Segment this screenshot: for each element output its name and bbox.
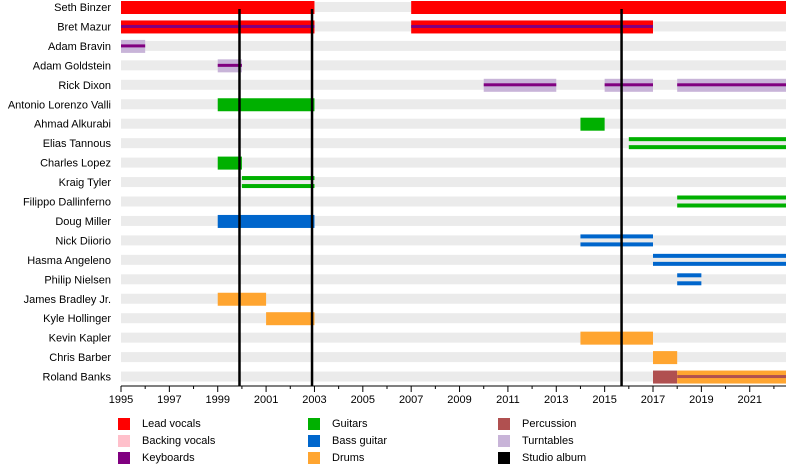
member-bar [677,273,702,278]
member-label: Kyle Hollinger [43,313,111,325]
row-stripe [121,274,786,285]
x-tick-label: 2013 [544,394,568,406]
member-label: Filippo Dallinferno [23,197,111,209]
member-label: Elias Tannous [43,138,112,150]
member-bar-secondary [483,83,557,87]
member-bar-secondary [121,24,315,28]
member-bar [580,234,653,239]
row-stripe [121,352,786,363]
member-bar [266,312,315,326]
row-stripe [121,196,786,207]
member-label: Adam Bravin [48,41,111,53]
x-tick-label: 2001 [254,394,278,406]
row-stripe [121,60,786,71]
member-bar [121,1,315,14]
member-bar-secondary [604,83,653,87]
member-bar-secondary [677,375,786,379]
member-bar [653,370,678,384]
member-bar [653,351,678,365]
member-bar [217,292,267,306]
x-tick-label: 1997 [157,394,181,406]
x-tick-label: 2019 [689,394,713,406]
row-stripe [121,254,786,265]
x-tick-label: 2007 [399,394,423,406]
member-label: Charles Lopez [40,158,111,170]
row-stripe [121,157,786,168]
member-label: Seth Binzer [54,2,111,14]
row-stripe [121,40,786,51]
member-bar-secondary [411,24,653,28]
member-label: Chris Barber [49,352,111,364]
member-bar-stripe [241,184,315,189]
x-tick-label: 1995 [109,394,133,406]
member-label: Kraig Tyler [59,177,112,189]
member-labels: Seth Binzer Bret Mazur Adam Bravin Adam Gol… [8,2,112,384]
studio-album-lines [238,9,623,386]
member-label: Philip Nielsen [44,274,111,286]
member-label: Roland Banks [43,372,112,384]
member-bar [411,1,786,14]
member-bar [580,117,605,131]
member-bar [217,156,242,170]
row-stripe [121,99,786,110]
x-tick-label: 1999 [205,394,229,406]
x-axis: 1995 1997 1999 2001 2003 2005 2007 2009 2011 2013… [109,385,786,406]
member-bar-secondary [217,63,242,67]
member-label: Hasma Angeleno [27,255,111,267]
x-tick-label: 2015 [592,394,616,406]
member-bar [217,98,315,112]
member-bar [628,137,786,142]
row-stripe [121,293,786,304]
member-label: Rick Dixon [58,80,111,92]
member-bar-stripe [580,242,653,247]
member-label: Ahmad Alkurabi [34,119,111,131]
member-label: Nick Diiorio [55,235,111,247]
member-bar-stripe [653,261,786,266]
member-bar [241,176,315,181]
x-tick-label: 2005 [351,394,375,406]
member-bar [217,214,315,228]
member-bar-secondary [121,44,146,48]
x-tick-label: 2003 [302,394,326,406]
row-stripe [121,313,786,324]
member-label: Adam Goldstein [33,60,111,72]
row-stripe [121,118,786,129]
member-bar-secondary [677,83,786,87]
row-stripe [121,332,786,343]
row-stripe [121,371,786,382]
member-label: Kevin Kapler [49,333,112,345]
x-tick-label: 2021 [737,394,761,406]
member-label: James Bradley Jr. [24,294,111,306]
member-bar-stripe [628,145,786,150]
member-label: Antonio Lorenzo Valli [8,99,111,111]
row-stripe [121,138,786,149]
x-tick-label: 2009 [447,394,471,406]
member-bar-stripe [677,203,786,208]
member-bar [653,253,786,258]
row-stripe [121,235,786,246]
x-tick-label: 2017 [641,394,665,406]
member-bar [677,195,786,200]
row-stripe [121,177,786,188]
member-bar-stripe [677,281,702,286]
row-stripes [121,2,786,382]
row-stripe [121,215,786,226]
member-label: Bret Mazur [57,21,111,33]
x-tick-label: 2011 [496,394,520,406]
member-bars [121,1,786,384]
row-stripe [121,79,786,90]
member-label: Doug Miller [55,216,111,228]
member-bar [580,331,653,345]
